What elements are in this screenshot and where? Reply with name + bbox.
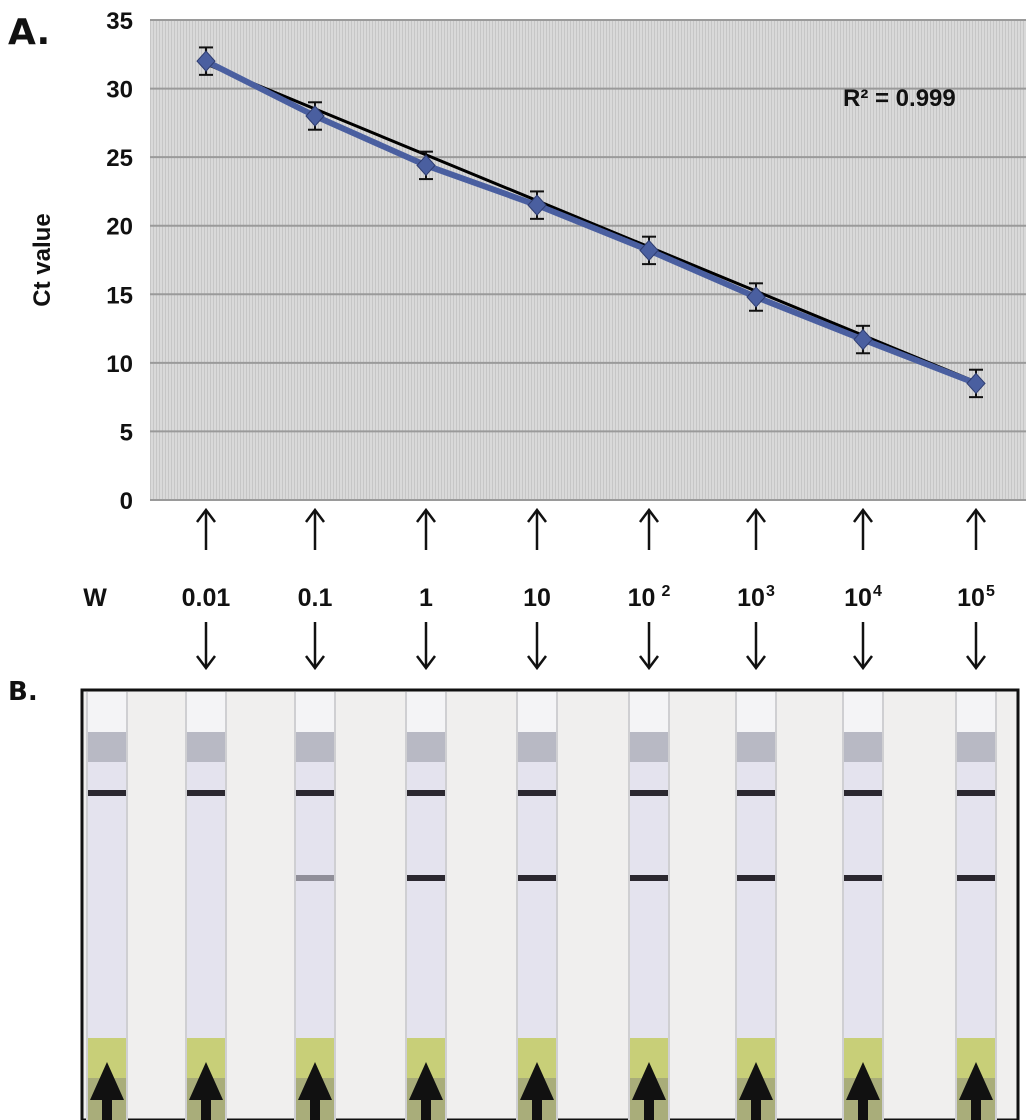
y-tick-label: 30 — [106, 77, 133, 104]
test-line — [296, 875, 334, 881]
arrow-down — [746, 622, 766, 671]
strip-lane — [294, 692, 336, 1120]
strip-lane — [842, 692, 884, 1120]
strip-lane — [955, 692, 997, 1120]
test-line — [957, 875, 995, 881]
data-point-marker — [416, 154, 436, 177]
arrow-down — [416, 622, 436, 671]
test-line — [737, 875, 775, 881]
control-line — [518, 790, 556, 796]
concentration-label: 1 — [419, 584, 433, 612]
arrow-down — [196, 622, 216, 671]
gridlines — [150, 19, 1026, 501]
concentration-label: 105 — [957, 583, 995, 612]
data-point-marker — [853, 328, 873, 351]
y-tick-label: 10 — [106, 351, 133, 378]
arrow-down — [853, 622, 873, 671]
arrow-down — [527, 622, 547, 671]
arrow-icon — [846, 1062, 880, 1120]
concentration-label: 10 2 — [628, 583, 671, 612]
arrow-down — [639, 622, 659, 671]
panel-a-label: A. — [8, 12, 50, 53]
strip-lane — [405, 692, 447, 1120]
data-point-marker — [196, 50, 216, 72]
strip-lane — [185, 692, 227, 1120]
arrow-up — [639, 507, 659, 550]
arrow-icon — [189, 1062, 223, 1120]
y-axis-title: Ct value — [29, 213, 56, 306]
y-tick-label: 25 — [106, 145, 133, 172]
control-line — [187, 790, 225, 796]
panel-b-label: B. — [8, 677, 38, 707]
arrow-icon — [298, 1062, 332, 1120]
arrow-icon — [520, 1062, 554, 1120]
control-line — [844, 790, 882, 796]
data-point-marker — [639, 239, 659, 262]
y-tick-label: 15 — [106, 282, 133, 309]
strip-lane — [86, 692, 128, 1120]
r-squared-annotation: R² = 0.999 — [843, 85, 956, 112]
arrow-up — [416, 507, 436, 550]
arrow-down — [966, 622, 986, 671]
strip-lane — [516, 692, 558, 1120]
control-line — [296, 790, 334, 796]
test-line — [407, 875, 445, 881]
data-point-marker — [305, 105, 325, 127]
arrow-icon — [632, 1062, 666, 1120]
data-point-marker — [527, 194, 547, 216]
concentration-label: 0.1 — [298, 584, 333, 612]
arrow-icon — [90, 1062, 124, 1120]
arrow-icon — [409, 1062, 443, 1120]
test-line — [630, 875, 668, 881]
arrow-row — [196, 507, 986, 671]
trendline — [205, 62, 977, 384]
concentration-label: 0.01 — [182, 584, 231, 612]
y-axis: 0 5 10 15 20 25 30 35 — [106, 8, 133, 515]
arrow-up — [196, 507, 216, 550]
arrow-icon — [959, 1062, 993, 1120]
concentration-label: 10 — [523, 584, 551, 612]
arrow-down — [305, 622, 325, 671]
lateral-flow-strips — [86, 692, 997, 1120]
control-line — [407, 790, 445, 796]
control-line — [957, 790, 995, 796]
arrow-up — [746, 507, 766, 550]
test-line — [844, 875, 882, 881]
control-line — [88, 790, 126, 796]
concentration-labels: W 0.01 0.1 1 10 10 2 103 104 105 — [83, 583, 995, 612]
series-ct — [196, 46, 986, 399]
test-line — [518, 875, 556, 881]
concentration-label: 103 — [737, 583, 775, 612]
y-tick-label: 35 — [106, 8, 133, 35]
ct-chart: 0 5 10 15 20 25 30 35 Ct value R² = 0.999 — [29, 8, 1026, 515]
arrow-icon — [739, 1062, 773, 1120]
strip-lane — [735, 692, 777, 1120]
arrow-up — [305, 507, 325, 550]
arrow-up — [966, 507, 986, 550]
strip-lane — [628, 692, 670, 1120]
control-line — [737, 790, 775, 796]
control-line — [630, 790, 668, 796]
y-tick-label: 20 — [106, 214, 133, 241]
series-line — [204, 58, 978, 387]
arrow-up — [853, 507, 873, 550]
y-tick-label: 0 — [120, 488, 133, 515]
arrow-up — [527, 507, 547, 550]
concentration-label: 104 — [844, 583, 882, 612]
data-point-marker — [746, 286, 766, 308]
concentration-label: W — [83, 584, 107, 612]
y-tick-label: 5 — [120, 419, 133, 446]
data-point-marker — [966, 372, 986, 395]
